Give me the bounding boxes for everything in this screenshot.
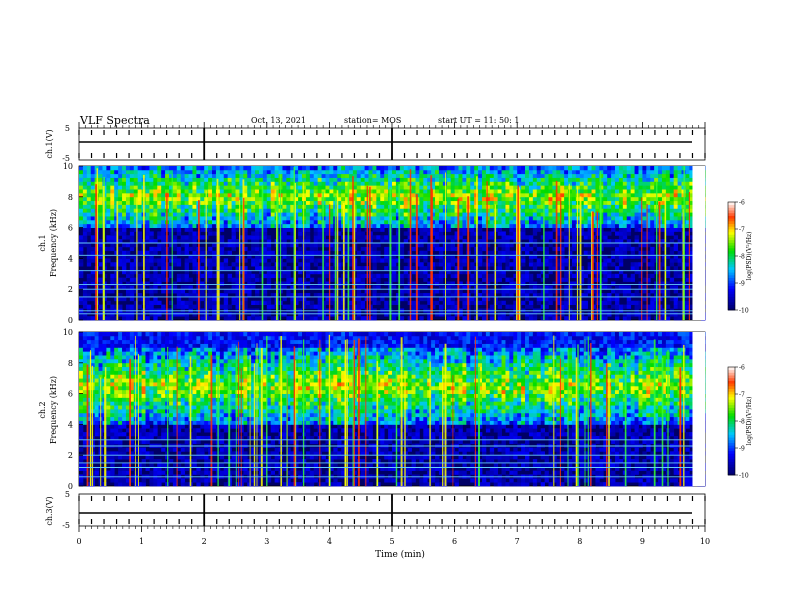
ch1-spectrogram-image (79, 166, 706, 321)
ch2-spectrogram-image (79, 332, 706, 487)
ch2-spectrogram-ytick-0: 0 (68, 482, 73, 491)
ch1-spectrogram-ylabel-frequency: Frequency (kHz) (49, 209, 58, 277)
ch1-spectrogram-ytick-4: 4 (68, 254, 73, 263)
date-label: Oct. 13, 2021 (251, 116, 306, 125)
xtick-10: 10 (700, 537, 710, 546)
ch2-spectrogram-ylabel-frequency: Frequency (kHz) (49, 376, 58, 444)
ch2-colorbar-label: log(PSD)(V²/Hz) (746, 397, 753, 446)
figure-title: VLF Spectra (79, 114, 150, 127)
xtick-5: 5 (389, 537, 394, 546)
ch1-spectrogram-ytick-2: 2 (68, 285, 73, 294)
xtick-0: 0 (76, 537, 81, 546)
ch1-colorbar-label: log(PSD)(V²/Hz) (746, 232, 753, 281)
ch3-ytick-top: 5 (65, 490, 70, 499)
ch3-voltage-panel: 5 -5 ch.3(V) (45, 490, 706, 530)
ch1-spectrogram-ytick-10: 10 (63, 162, 73, 171)
ch3-ylabel: ch.3(V) (45, 496, 54, 525)
ch2-colorbar-tick--7: -7 (739, 392, 745, 399)
ch1-spectrogram-ytick-6: 6 (68, 224, 73, 233)
ch1-colorbar-tick--8: -8 (739, 254, 745, 261)
ch1-spectrogram-panel: 10 8 6 4 2 0 ch.1 Frequency (kHz) (38, 162, 706, 325)
ch1-colorbar-tick--10: -10 (739, 308, 749, 315)
ch2-spectrogram-ytick-10: 10 (63, 328, 73, 337)
xtick-1: 1 (139, 537, 144, 546)
ch2-spectrogram-ylabel-channel: ch.2 (38, 401, 47, 418)
xtick-2: 2 (202, 537, 207, 546)
xtick-6: 6 (452, 537, 457, 546)
ch1-ylabel: ch.1(V) (45, 129, 54, 158)
xaxis-label: Time (min) (375, 549, 425, 560)
time-axis: 0 1 2 3 4 5 6 7 8 9 10 (76, 122, 710, 546)
xtick-4: 4 (327, 537, 332, 546)
ch2-spectrogram-ytick-8: 8 (68, 359, 73, 368)
ch1-colorbar-tick--7: -7 (739, 227, 745, 234)
ch1-ytick-top: 5 (65, 124, 70, 133)
start-time-label: start UT = 11: 50: 1 (438, 116, 519, 125)
ch1-spectrogram-ylabel-channel: ch.1 (38, 234, 47, 251)
ch1-colorbar-tick--6: -6 (739, 200, 745, 207)
ch2-spectrogram-ytick-2: 2 (68, 451, 73, 460)
ch2-spectrogram-ytick-4: 4 (68, 420, 73, 429)
ch1-voltage-panel: 5 -5 ch.1(V) (45, 124, 706, 163)
xtick-7: 7 (515, 537, 520, 546)
ch1-colorbar: -6 -7 -8 -9 -10 log(PSD)(V²/Hz) (727, 200, 753, 315)
ch1-spectrogram-ytick-8: 8 (68, 193, 73, 202)
ch2-colorbar-tick--6: -6 (739, 365, 745, 372)
ch2-colorbar-tick--10: -10 (739, 473, 749, 480)
station-label: station= MOS (344, 116, 401, 125)
ch1-colorbar-tick--9: -9 (739, 281, 745, 288)
ch2-colorbar: -6 -7 -8 -9 -10 log(PSD)(V²/Hz) (727, 365, 753, 480)
xtick-3: 3 (264, 537, 269, 546)
ch2-spectrogram-panel: 10 8 6 4 2 0 ch.2 Frequency (kHz) (38, 328, 706, 491)
ch1-ytick-bottom: -5 (62, 154, 70, 163)
ch2-colorbar-tick--8: -8 (739, 419, 745, 426)
ch2-colorbar-tick--9: -9 (739, 446, 745, 453)
ch3-ytick-bottom: -5 (62, 521, 70, 530)
xtick-8: 8 (577, 537, 582, 546)
ch2-spectrogram-ytick-6: 6 (68, 390, 73, 399)
ch1-spectrogram-ytick-0: 0 (68, 316, 73, 325)
xtick-9: 9 (640, 537, 645, 546)
